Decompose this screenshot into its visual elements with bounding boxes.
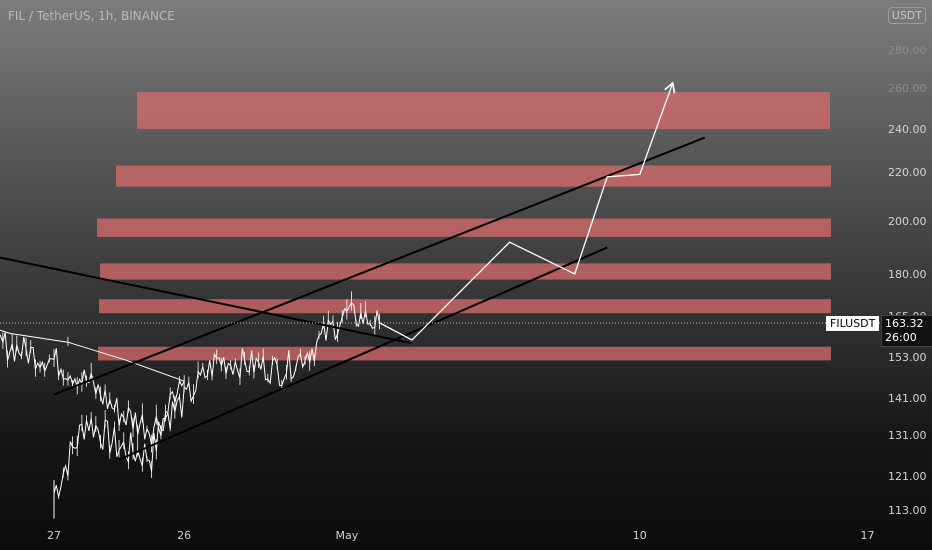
y-tick-label: 240.00 <box>888 123 927 136</box>
projection-arrow <box>379 81 676 341</box>
current-price: 163.32 <box>885 317 924 330</box>
currency-badge[interactable]: USDT <box>887 7 926 24</box>
y-tick-label: 131.00 <box>888 429 927 442</box>
symbol-label: FILUSDT <box>826 316 880 331</box>
y-tick-label: 200.00 <box>888 215 927 228</box>
y-tick-label: 260.00 <box>888 82 927 95</box>
projection-path <box>379 81 676 341</box>
y-tick-label: 180.00 <box>888 268 927 281</box>
trendlines <box>0 136 706 461</box>
resistance-zone <box>116 165 831 187</box>
y-tick-label: 121.00 <box>888 470 927 483</box>
resistance-zone <box>98 346 831 361</box>
bar-countdown: 26:00 <box>885 331 917 344</box>
chart-title: FIL / TetherUS, 1h, BINANCE <box>8 9 175 23</box>
resistance-zone <box>99 299 831 314</box>
current-price-box: 163.32 26:00 <box>881 315 932 347</box>
x-tick-label: May <box>336 529 359 542</box>
trendline <box>53 136 706 396</box>
y-axis: 280.00260.00240.00220.00200.00180.00165.… <box>888 44 927 517</box>
y-tick-label: 141.00 <box>888 392 927 405</box>
x-tick-label: 17 <box>861 529 875 542</box>
trendline <box>118 246 608 461</box>
price-series <box>0 291 380 519</box>
resistance-zones <box>97 92 831 361</box>
y-tick-label: 113.00 <box>888 504 927 517</box>
price-line <box>0 301 380 497</box>
x-axis: 27Apr6121926May1017 <box>47 529 875 542</box>
x-tick-label: 27 <box>47 529 61 542</box>
y-tick-label: 153.00 <box>888 351 927 364</box>
x-tick-label: 10 <box>633 529 647 542</box>
resistance-zone <box>97 218 831 237</box>
y-tick-label: 280.00 <box>888 44 927 57</box>
x-tick-label: 26 <box>177 529 191 542</box>
resistance-zone <box>137 92 830 129</box>
trendline <box>0 256 413 345</box>
y-tick-label: 220.00 <box>888 166 927 179</box>
resistance-zone <box>100 263 831 280</box>
